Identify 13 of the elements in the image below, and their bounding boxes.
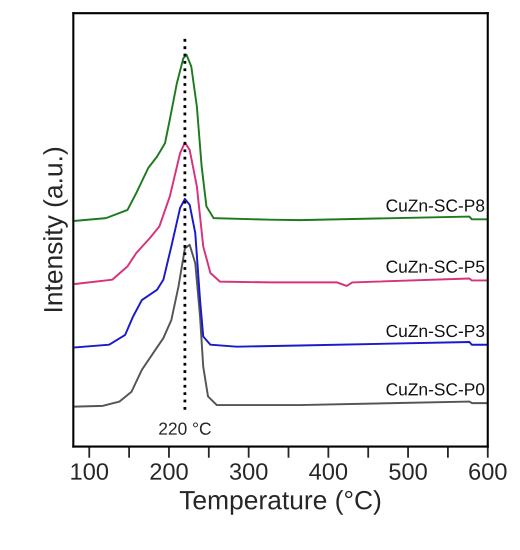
x-tick-label: 500 [389, 463, 427, 480]
ref-line-label: 220 °C [159, 422, 211, 435]
x-tick-label: 100 [71, 463, 108, 480]
series-label: CuZn-SC-P3 [386, 324, 484, 338]
x-axis-title: Temperature (°C) [180, 490, 380, 515]
x-tick-label: 400 [309, 463, 348, 480]
x-tick-label: 200 [150, 463, 188, 480]
x-tick-label: 300 [230, 463, 268, 480]
series-label: CuZn-SC-P8 [386, 199, 484, 212]
series-label: CuZn-SC-P0 [386, 383, 484, 396]
series-label: CuZn-SC-P5 [386, 260, 484, 273]
y-axis-title: Intensity (a.u.) [43, 148, 68, 312]
x-tick-label: 600 [469, 463, 507, 480]
